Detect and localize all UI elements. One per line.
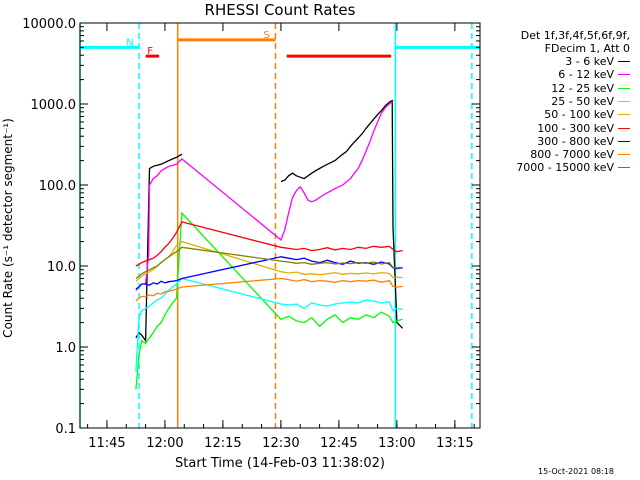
legend-header-line-1: Det 1f,3f,4f,5f,6f,9f, bbox=[520, 29, 630, 42]
y-tick-label-3: 100.0 bbox=[39, 179, 76, 194]
x-tick-label-0: 11:45 bbox=[88, 436, 125, 451]
y-tick-label-0: 0.1 bbox=[55, 422, 76, 437]
series-line-5 bbox=[135, 221, 403, 267]
flag-label-F: F bbox=[147, 46, 153, 57]
x-tick-label-2: 12:15 bbox=[204, 436, 241, 451]
legend-label: 50 - 100 keV bbox=[544, 108, 614, 122]
flag-label-N: N bbox=[126, 37, 133, 48]
legend-swatch bbox=[618, 140, 630, 142]
chart-title: RHESSI Count Rates bbox=[204, 1, 356, 19]
legend-label: 100 - 300 keV bbox=[537, 121, 614, 135]
legend-label: 25 - 50 keV bbox=[551, 94, 614, 108]
x-tick-label-1: 12:00 bbox=[146, 436, 183, 451]
legend-item-2: 12 - 25 keV bbox=[488, 82, 630, 95]
legend-item-6: 300 - 800 keV bbox=[488, 135, 630, 148]
y-tick-label-4: 1000.0 bbox=[31, 98, 77, 113]
legend-label: 800 - 7000 keV bbox=[530, 148, 614, 162]
x-tick-label-3: 12:30 bbox=[262, 436, 299, 451]
series-line-8 bbox=[135, 246, 403, 280]
legend-label: 12 - 25 keV bbox=[551, 81, 614, 95]
legend-label: 300 - 800 keV bbox=[537, 134, 614, 148]
series-line-3 bbox=[135, 277, 403, 372]
series-line-6 bbox=[135, 256, 403, 290]
state-flags: N F S bbox=[80, 30, 480, 58]
legend-item-8: 7000 - 15000 keV bbox=[488, 161, 630, 174]
legend-item-4: 50 - 100 keV bbox=[488, 108, 630, 121]
y-tick-label-2: 10.0 bbox=[47, 260, 76, 275]
legend-item-7: 800 - 7000 keV bbox=[488, 148, 630, 161]
series-line-1 bbox=[135, 101, 393, 291]
legend-item-3: 25 - 50 keV bbox=[488, 95, 630, 108]
series-line-7 bbox=[135, 277, 403, 302]
y-tick-label-1: 1.0 bbox=[55, 341, 76, 356]
legend-item-5: 100 - 300 keV bbox=[488, 122, 630, 135]
plot-frame bbox=[79, 22, 481, 429]
legend-swatch bbox=[618, 87, 630, 89]
legend-swatch bbox=[618, 74, 630, 76]
legend-header-line-2: FDecim 1, Att 0 bbox=[544, 42, 630, 55]
legend-item-0: 3 - 6 keV bbox=[488, 55, 630, 68]
timestamp: 15-Oct-2021 08:18 bbox=[538, 467, 614, 476]
series-line-0 bbox=[135, 99, 404, 343]
x-tick-label-6: 13:15 bbox=[436, 436, 473, 451]
legend-label: 6 - 12 keV bbox=[558, 68, 614, 82]
x-tick-label-5: 13:00 bbox=[378, 436, 415, 451]
legend-swatch bbox=[618, 154, 630, 156]
y-tick-label-5: 10000.0 bbox=[22, 17, 76, 32]
legend-label: 7000 - 15000 keV bbox=[516, 161, 614, 175]
x-axis: 11:45 12:00 12:15 12:30 12:45 13:00 13:15 bbox=[87, 23, 475, 451]
legend-label: 3 - 6 keV bbox=[565, 55, 614, 68]
x-tick-label-4: 12:45 bbox=[320, 436, 357, 451]
legend-item-1: 6 - 12 keV bbox=[488, 68, 630, 81]
plot-series bbox=[135, 99, 404, 390]
legend-swatch bbox=[618, 127, 630, 129]
legend-swatch bbox=[618, 100, 630, 102]
legend-swatch bbox=[618, 61, 630, 62]
legend-swatch bbox=[618, 167, 630, 169]
series-line-2 bbox=[135, 211, 403, 390]
legend-swatch bbox=[618, 114, 630, 116]
flag-label-S: S bbox=[263, 30, 269, 41]
x-axis-label: Start Time (14-Feb-03 11:38:02) bbox=[175, 456, 385, 471]
y-axis: 0.1 1.0 10.0 100.0 1000.0 10000.0 bbox=[22, 17, 480, 437]
series-line-4 bbox=[135, 240, 403, 282]
vertical-markers bbox=[79, 23, 473, 428]
y-axis-label: Count Rate (s⁻¹ detector segment⁻¹) bbox=[1, 118, 15, 338]
